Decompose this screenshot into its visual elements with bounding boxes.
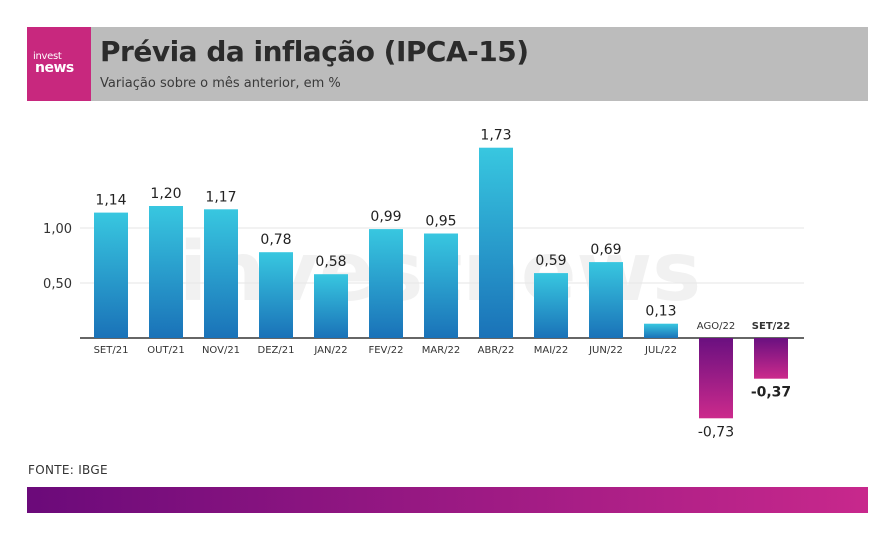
data-label: 1,20 — [150, 186, 181, 202]
x-tick-label: JUL/22 — [644, 345, 677, 356]
data-label: -0,73 — [698, 424, 734, 440]
data-label: 0,99 — [370, 209, 401, 225]
x-tick-label: ABR/22 — [478, 345, 515, 356]
x-tick-label: OUT/21 — [147, 345, 184, 356]
bar — [699, 338, 733, 419]
bar — [589, 262, 623, 338]
data-label: 0,13 — [645, 304, 676, 320]
bar — [94, 212, 128, 338]
investnews-logo: invest news — [27, 27, 91, 101]
data-label: 0,59 — [535, 253, 566, 269]
y-tick-label: 0,50 — [43, 277, 72, 292]
bar — [149, 206, 183, 338]
data-label: -0,37 — [751, 385, 791, 401]
x-tick-label: NOV/21 — [202, 345, 240, 356]
x-tick-label: SET/21 — [94, 345, 129, 356]
bar — [479, 147, 513, 338]
bar — [204, 209, 238, 338]
bar — [754, 338, 788, 379]
x-tick-label: AGO/22 — [697, 321, 735, 332]
data-label: 1,14 — [95, 193, 126, 209]
bar — [644, 323, 678, 338]
x-tick-label: JUN/22 — [588, 345, 623, 356]
bar — [534, 273, 568, 338]
x-tick-label: DEZ/21 — [258, 345, 295, 356]
data-label: 1,17 — [205, 189, 236, 205]
chart-title: Prévia da inflação (IPCA-15) — [100, 35, 529, 68]
x-tick-label: SET/22 — [752, 321, 790, 332]
data-label: 0,69 — [590, 242, 621, 258]
x-tick-label: JAN/22 — [313, 345, 347, 356]
x-tick-label: MAI/22 — [534, 345, 569, 356]
bar — [369, 229, 403, 338]
data-label: 0,58 — [315, 254, 346, 270]
x-tick-label: FEV/22 — [368, 345, 403, 356]
data-label: 1,73 — [480, 128, 511, 144]
y-tick-label: 1,00 — [43, 222, 72, 237]
logo-text-top: invest — [33, 51, 62, 62]
chart-header: invest news Prévia da inflação (IPCA-15)… — [27, 27, 868, 101]
bar — [259, 252, 293, 338]
logo-text-bottom: news — [35, 60, 74, 76]
bar — [424, 233, 458, 338]
source-note: FONTE: IBGE — [28, 463, 108, 477]
data-label: 0,78 — [260, 232, 291, 248]
bar — [314, 274, 348, 338]
chart-subtitle: Variação sobre o mês anterior, em % — [100, 76, 341, 91]
footer-gradient-bar — [27, 487, 868, 513]
x-tick-label: MAR/22 — [422, 345, 461, 356]
data-label: 0,95 — [425, 214, 456, 230]
